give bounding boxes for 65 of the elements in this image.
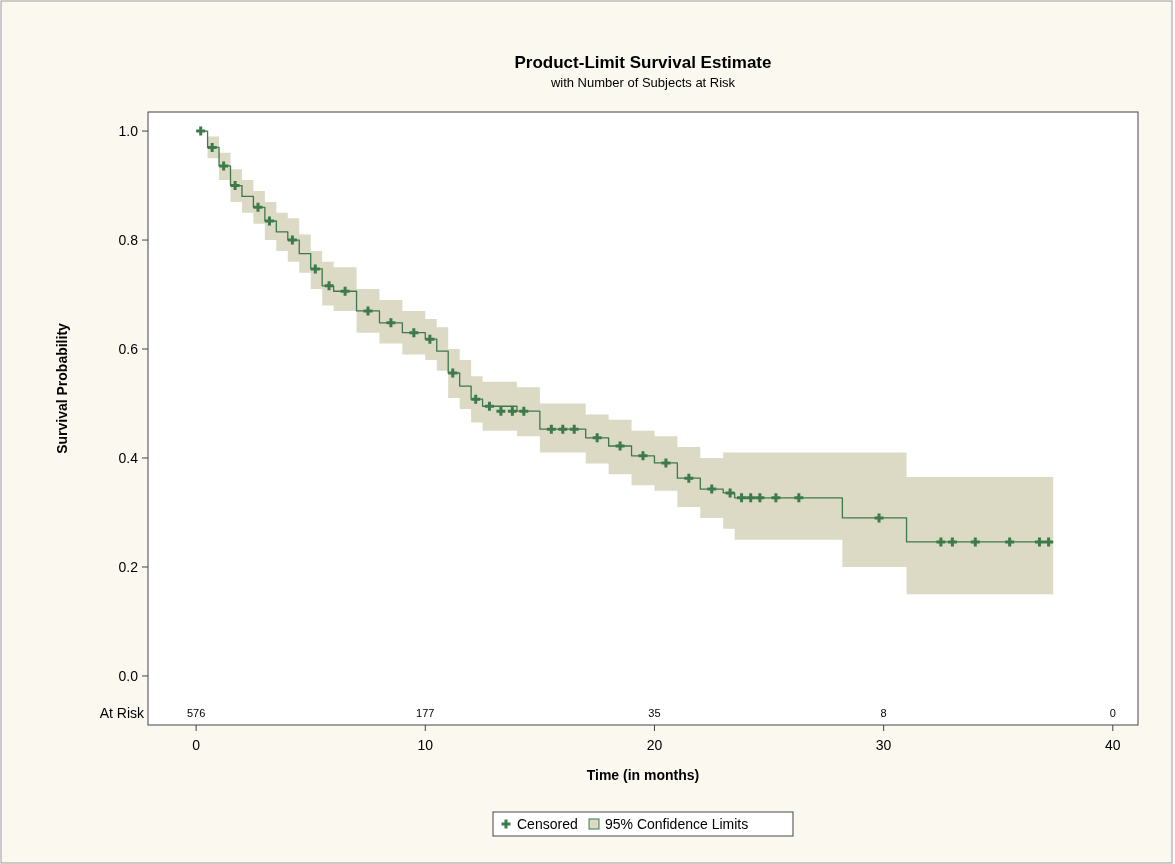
point: [207, 142, 217, 152]
point: [287, 235, 297, 245]
point: [519, 406, 529, 416]
annotation: 177: [416, 707, 435, 719]
point: [264, 216, 274, 226]
point: [592, 433, 602, 443]
y-tick-label: 0.6: [118, 341, 139, 358]
point: [219, 161, 229, 171]
point: [1034, 537, 1044, 547]
point: [253, 202, 263, 212]
point: [1044, 537, 1054, 547]
point: [737, 493, 747, 503]
y-tick-label: 1.0: [118, 123, 139, 140]
point: [448, 368, 458, 378]
point: [230, 181, 240, 191]
point: [484, 401, 494, 411]
point: [771, 493, 781, 503]
point: [638, 451, 648, 461]
y-tick-label: 0.4: [118, 450, 139, 466]
point: [324, 281, 334, 291]
x-axis-title: Time (in months): [586, 767, 700, 783]
point: [936, 537, 946, 547]
y-tick-label: 0.2: [118, 558, 139, 575]
chart-subtitle: with Number of Subjects at Risk: [549, 75, 736, 90]
point: [707, 484, 717, 494]
y-tick-label: 0.8: [118, 232, 139, 249]
annotation: 0: [1109, 707, 1116, 719]
legend-label: 95% Confidence Limits: [605, 816, 749, 832]
point: [661, 458, 671, 468]
point: [755, 493, 765, 503]
x-tick-label: 40: [1105, 737, 1121, 753]
point: [340, 286, 350, 296]
point: [196, 126, 206, 136]
point: [1005, 537, 1015, 547]
annotation: 35: [648, 707, 661, 719]
point: [569, 424, 579, 434]
point: [970, 537, 980, 547]
point: [425, 334, 435, 344]
x-tick-label: 20: [646, 737, 663, 753]
point: [546, 424, 556, 434]
annotation: 576: [186, 707, 206, 719]
y-tick-label: 0.0: [118, 667, 139, 684]
point: [386, 318, 396, 328]
legend-label: Censored: [517, 816, 578, 832]
point: [507, 406, 517, 416]
point: [947, 537, 957, 547]
x-tick-label: 30: [875, 737, 892, 753]
point: [409, 328, 419, 338]
point: [471, 394, 481, 404]
point: [684, 473, 694, 483]
point: [874, 513, 884, 523]
x-tick-label: 0: [192, 737, 201, 753]
y-axis-title: Survival Probability: [54, 322, 70, 454]
point: [558, 424, 568, 434]
chart-title: Product-Limit Survival Estimate: [514, 53, 772, 72]
point: [746, 493, 756, 503]
text: At Risk: [99, 705, 145, 721]
x-tick-label: 10: [417, 737, 434, 753]
point: [496, 406, 506, 416]
point: [794, 493, 804, 503]
point: [615, 441, 625, 451]
annotation: 8: [880, 707, 887, 719]
point: [725, 488, 735, 498]
point: [363, 306, 373, 316]
point: [310, 264, 320, 274]
